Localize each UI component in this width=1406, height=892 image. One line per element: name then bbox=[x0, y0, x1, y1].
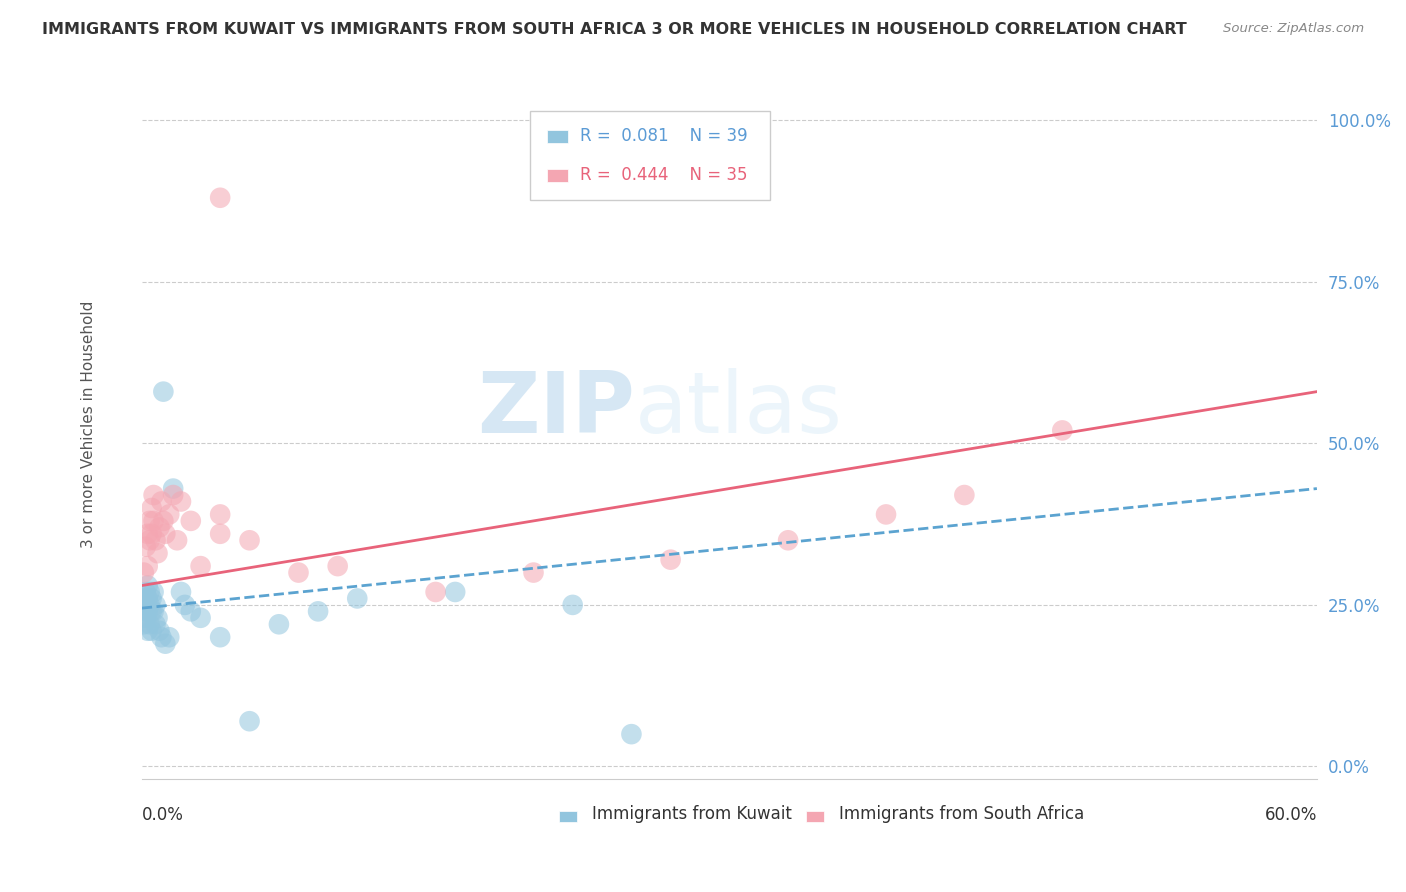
Point bbox=[138, 617, 160, 632]
Point bbox=[190, 611, 212, 625]
Point bbox=[180, 514, 202, 528]
Point bbox=[425, 585, 447, 599]
Point bbox=[155, 637, 177, 651]
Point bbox=[238, 714, 260, 729]
Point bbox=[620, 727, 643, 741]
Point bbox=[132, 591, 155, 606]
Point bbox=[1052, 424, 1074, 438]
Text: Immigrants from Kuwait: Immigrants from Kuwait bbox=[592, 805, 792, 823]
Text: 60.0%: 60.0% bbox=[1264, 806, 1317, 824]
FancyBboxPatch shape bbox=[806, 811, 824, 822]
Point bbox=[953, 488, 976, 502]
Point bbox=[307, 604, 329, 618]
Point bbox=[135, 585, 157, 599]
Point bbox=[150, 630, 173, 644]
Point bbox=[141, 591, 163, 606]
Point bbox=[287, 566, 309, 580]
Point bbox=[209, 191, 232, 205]
Point bbox=[150, 494, 173, 508]
Point bbox=[141, 500, 163, 515]
Point bbox=[142, 585, 165, 599]
Point bbox=[145, 533, 167, 548]
Text: atlas: atlas bbox=[636, 368, 844, 451]
Point bbox=[136, 526, 159, 541]
Point bbox=[170, 494, 193, 508]
Text: Immigrants from South Africa: Immigrants from South Africa bbox=[838, 805, 1084, 823]
Point bbox=[209, 630, 232, 644]
Point bbox=[659, 552, 682, 566]
Point bbox=[148, 520, 170, 534]
Point bbox=[132, 604, 155, 618]
Text: 0.0%: 0.0% bbox=[142, 806, 184, 824]
Point bbox=[162, 482, 184, 496]
Text: R =  0.444    N = 35: R = 0.444 N = 35 bbox=[581, 166, 748, 184]
Point bbox=[136, 559, 159, 574]
Point bbox=[170, 585, 193, 599]
Point bbox=[152, 514, 174, 528]
Point bbox=[190, 559, 212, 574]
Point bbox=[135, 540, 157, 554]
Text: IMMIGRANTS FROM KUWAIT VS IMMIGRANTS FROM SOUTH AFRICA 3 OR MORE VEHICLES IN HOU: IMMIGRANTS FROM KUWAIT VS IMMIGRANTS FRO… bbox=[42, 22, 1187, 37]
Point bbox=[142, 488, 165, 502]
Point bbox=[152, 384, 174, 399]
Point bbox=[138, 585, 160, 599]
Point bbox=[180, 604, 202, 618]
Point bbox=[138, 598, 160, 612]
Point bbox=[561, 598, 583, 612]
Point bbox=[157, 508, 180, 522]
Point bbox=[145, 598, 167, 612]
Point bbox=[238, 533, 260, 548]
Point bbox=[136, 578, 159, 592]
Text: Source: ZipAtlas.com: Source: ZipAtlas.com bbox=[1223, 22, 1364, 36]
Point bbox=[141, 624, 163, 638]
Point bbox=[209, 508, 232, 522]
Point bbox=[135, 611, 157, 625]
Point bbox=[132, 617, 155, 632]
Point bbox=[135, 598, 157, 612]
Text: ZIP: ZIP bbox=[478, 368, 636, 451]
Point bbox=[267, 617, 290, 632]
Point bbox=[875, 508, 897, 522]
Point bbox=[148, 624, 170, 638]
Point bbox=[141, 526, 163, 541]
Point bbox=[136, 591, 159, 606]
Point bbox=[146, 546, 169, 560]
Point bbox=[146, 611, 169, 625]
Point bbox=[522, 566, 544, 580]
Point bbox=[136, 624, 159, 638]
Point bbox=[142, 604, 165, 618]
Point bbox=[326, 559, 349, 574]
Point bbox=[155, 526, 177, 541]
Point bbox=[166, 533, 188, 548]
FancyBboxPatch shape bbox=[547, 130, 568, 143]
Point bbox=[138, 514, 160, 528]
Point bbox=[209, 526, 232, 541]
Point bbox=[444, 585, 467, 599]
Point bbox=[778, 533, 800, 548]
Text: R =  0.081    N = 39: R = 0.081 N = 39 bbox=[581, 127, 748, 145]
FancyBboxPatch shape bbox=[530, 112, 770, 200]
Point bbox=[145, 617, 167, 632]
Text: 3 or more Vehicles in Household: 3 or more Vehicles in Household bbox=[82, 301, 97, 548]
FancyBboxPatch shape bbox=[547, 169, 568, 182]
Point bbox=[138, 533, 160, 548]
Point bbox=[141, 604, 163, 618]
Point bbox=[142, 514, 165, 528]
Point bbox=[346, 591, 368, 606]
Point bbox=[162, 488, 184, 502]
Point bbox=[157, 630, 180, 644]
Point bbox=[174, 598, 197, 612]
Point bbox=[136, 604, 159, 618]
FancyBboxPatch shape bbox=[560, 811, 576, 822]
Point bbox=[132, 566, 155, 580]
